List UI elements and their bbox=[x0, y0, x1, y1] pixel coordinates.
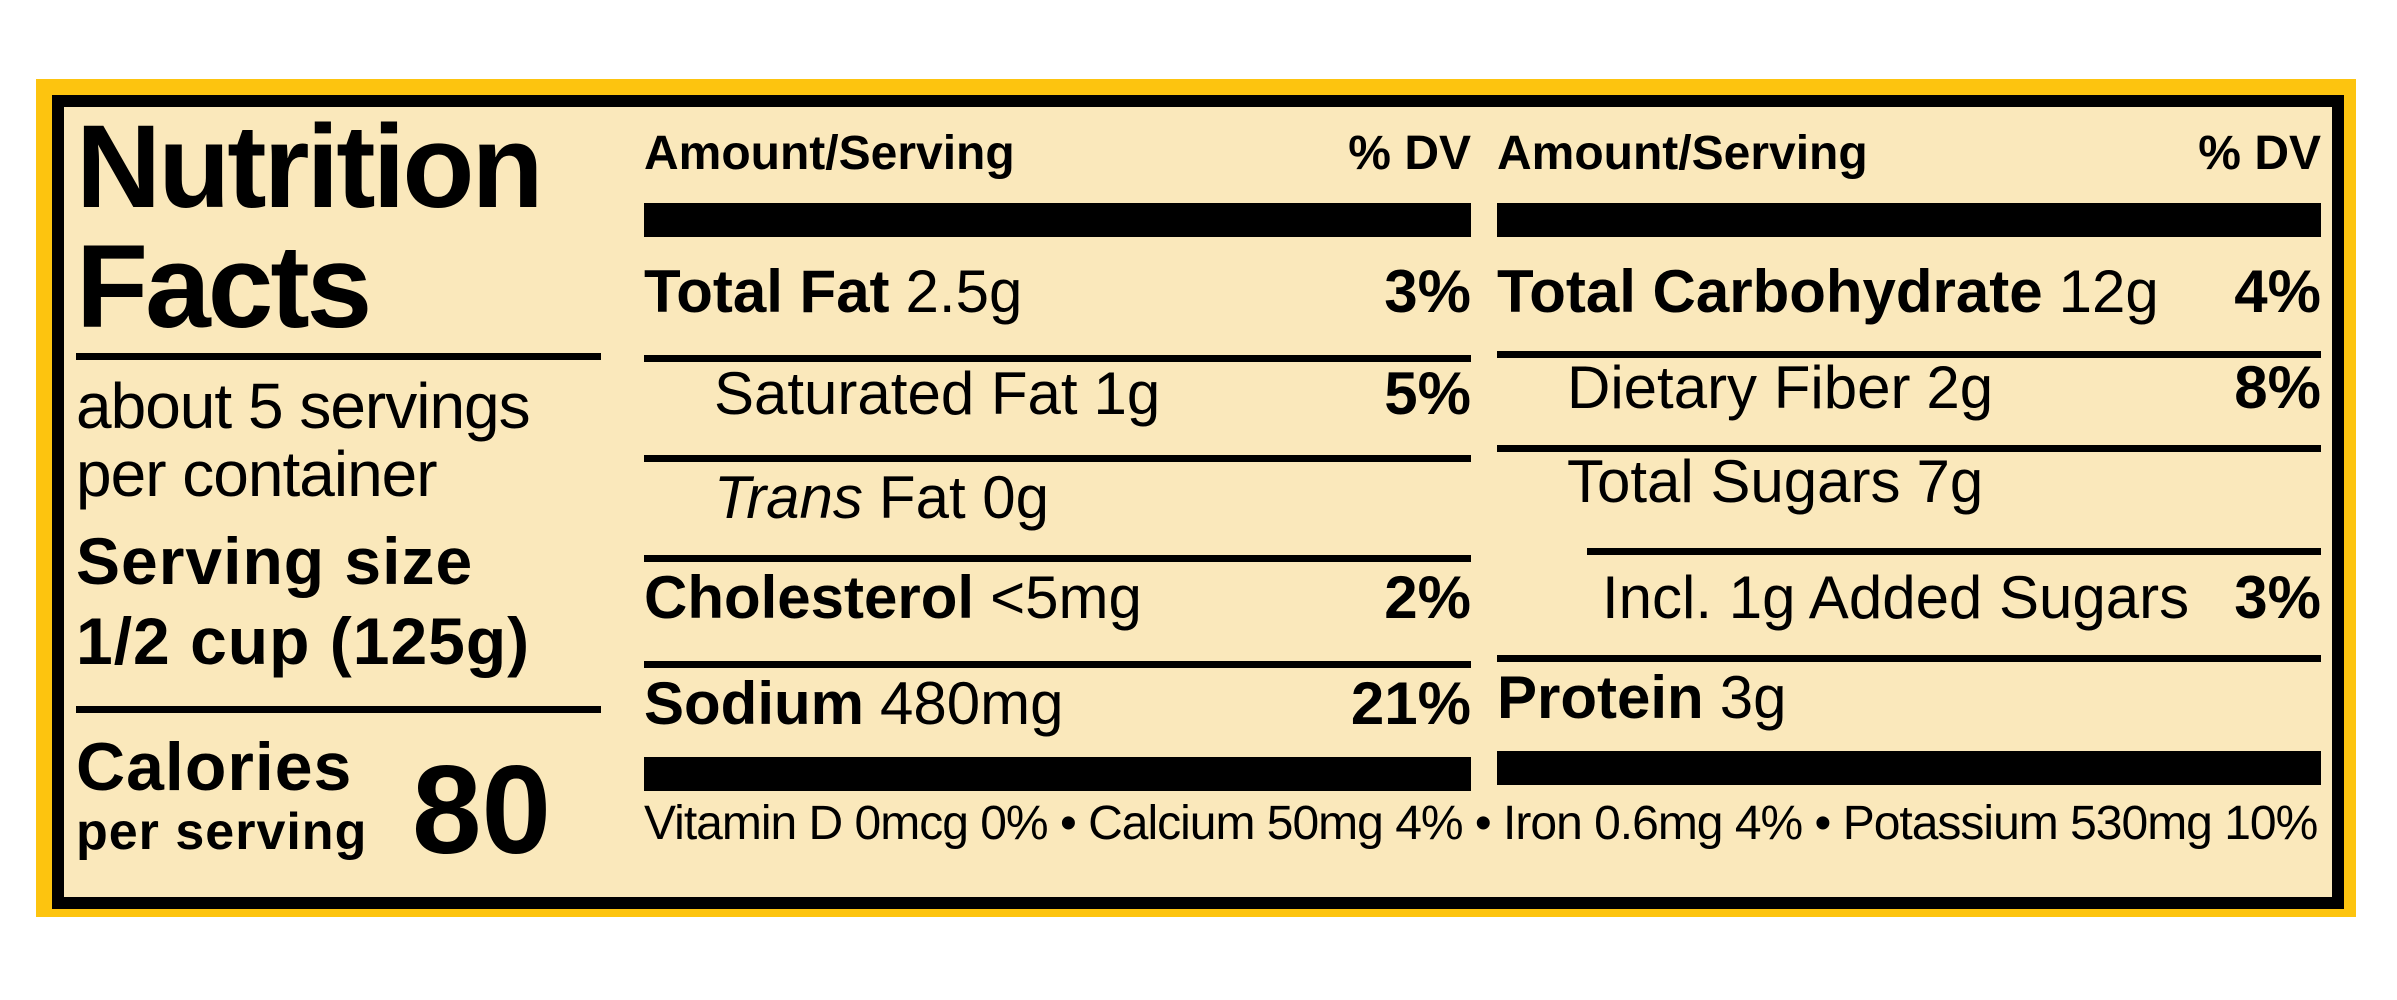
thick-bar bbox=[644, 203, 1471, 237]
divider-indented bbox=[1587, 548, 2321, 555]
row-total-carbohydrate: Total Carbohydrate 12g 4% bbox=[1497, 259, 2321, 325]
nutrient-dv: 5% bbox=[1384, 360, 1471, 427]
nutrient-amount: 7g bbox=[1916, 448, 1984, 515]
calories-label: Calories bbox=[76, 729, 353, 805]
header-percent-dv: % DV bbox=[2198, 127, 2321, 180]
calories-value: 80 bbox=[411, 741, 551, 880]
divider bbox=[644, 355, 1471, 362]
nutrients-column-right: Amount/Serving % DV Total Carbohydrate 12… bbox=[1497, 107, 2321, 897]
servings-per-container: about 5 servings per container bbox=[76, 370, 531, 510]
label-inner-panel: Nutrition Facts about 5 servings per con… bbox=[52, 95, 2344, 909]
nutrient-name: Total Sugars bbox=[1567, 448, 1901, 515]
nutrient-amount: 480mg bbox=[880, 670, 1064, 737]
thick-bar bbox=[644, 757, 1471, 791]
column-header: Amount/Serving % DV bbox=[1497, 126, 2321, 182]
nutrient-dv: 3% bbox=[2234, 564, 2321, 631]
nutrient-dv: 21% bbox=[1350, 670, 1471, 737]
nutrient-name: Sodium bbox=[644, 670, 864, 737]
title-line-2: Facts bbox=[76, 221, 372, 353]
title-line-1: Nutrition bbox=[76, 101, 544, 233]
header-amount-serving: Amount/Serving bbox=[1497, 127, 1868, 180]
serving-size-label: Serving size bbox=[76, 524, 474, 598]
servings-line-1: about 5 servings bbox=[76, 370, 531, 442]
row-dietary-fiber: Dietary Fiber 2g 8% bbox=[1497, 355, 2321, 421]
nutrient-amount: 12g bbox=[2058, 258, 2159, 325]
thick-bar bbox=[1497, 203, 2321, 237]
divider bbox=[1497, 351, 2321, 358]
row-saturated-fat: Saturated Fat 1g 5% bbox=[644, 361, 1471, 427]
nutrient-dv: 4% bbox=[2234, 258, 2321, 325]
row-sodium: Sodium 480mg 21% bbox=[644, 671, 1471, 737]
micronutrients-line: Vitamin D 0mcg 0% • Calcium 50mg 4% • Ir… bbox=[644, 797, 2318, 850]
left-column: Nutrition Facts about 5 servings per con… bbox=[76, 107, 601, 897]
row-protein: Protein 3g bbox=[1497, 665, 2321, 731]
nutrient-amount: 1g bbox=[1093, 360, 1161, 427]
header-percent-dv: % DV bbox=[1348, 127, 1471, 180]
divider bbox=[76, 353, 601, 360]
nutrient-amount: <5mg bbox=[990, 564, 1142, 631]
servings-line-2: per container bbox=[76, 438, 438, 510]
row-total-sugars: Total Sugars 7g bbox=[1497, 449, 2321, 515]
divider bbox=[76, 706, 601, 713]
serving-size: Serving size 1/2 cup (125g) bbox=[76, 521, 530, 681]
divider bbox=[644, 661, 1471, 668]
nutrient-name: Incl. 1g Added Sugars bbox=[1602, 564, 2190, 631]
nutrient-name: Total Fat bbox=[644, 258, 890, 325]
calories-sub-label: per serving bbox=[76, 803, 368, 861]
divider bbox=[1497, 655, 2321, 662]
nutrient-amount: 2g bbox=[1926, 354, 1994, 421]
divider bbox=[644, 555, 1471, 562]
nutrient-amount: Fat 0g bbox=[878, 464, 1050, 531]
nutrient-name: Total Carbohydrate bbox=[1497, 258, 2043, 325]
nutrient-dv: 8% bbox=[2234, 354, 2321, 421]
nutrient-dv: 3% bbox=[1384, 258, 1471, 325]
nutrient-dv: 2% bbox=[1384, 564, 1471, 631]
nutrient-name: Protein bbox=[1497, 664, 1704, 731]
nutrients-column-left: Amount/Serving % DV Total Fat 2.5g 3% Sat… bbox=[644, 107, 1471, 897]
serving-size-value: 1/2 cup (125g) bbox=[76, 604, 531, 678]
row-added-sugars: Incl. 1g Added Sugars 3% bbox=[1497, 565, 2321, 631]
label-title: Nutrition Facts bbox=[76, 101, 544, 353]
row-cholesterol: Cholesterol <5mg 2% bbox=[644, 565, 1471, 631]
header-amount-serving: Amount/Serving bbox=[644, 127, 1015, 180]
nutrient-amount: 3g bbox=[1719, 664, 1787, 731]
divider bbox=[644, 455, 1471, 462]
row-total-fat: Total Fat 2.5g 3% bbox=[644, 259, 1471, 325]
nutrient-name: Trans bbox=[714, 464, 863, 531]
row-trans-fat: Trans Fat 0g bbox=[644, 465, 1471, 531]
nutrient-name: Saturated Fat bbox=[714, 360, 1078, 427]
divider bbox=[1497, 445, 2321, 452]
thick-bar bbox=[1497, 751, 2321, 785]
nutrient-name: Dietary Fiber bbox=[1567, 354, 1911, 421]
nutrient-name: Cholesterol bbox=[644, 564, 975, 631]
nutrition-facts-label: Nutrition Facts about 5 servings per con… bbox=[36, 79, 2356, 917]
nutrient-amount: 2.5g bbox=[905, 258, 1023, 325]
column-header: Amount/Serving % DV bbox=[644, 126, 1471, 182]
